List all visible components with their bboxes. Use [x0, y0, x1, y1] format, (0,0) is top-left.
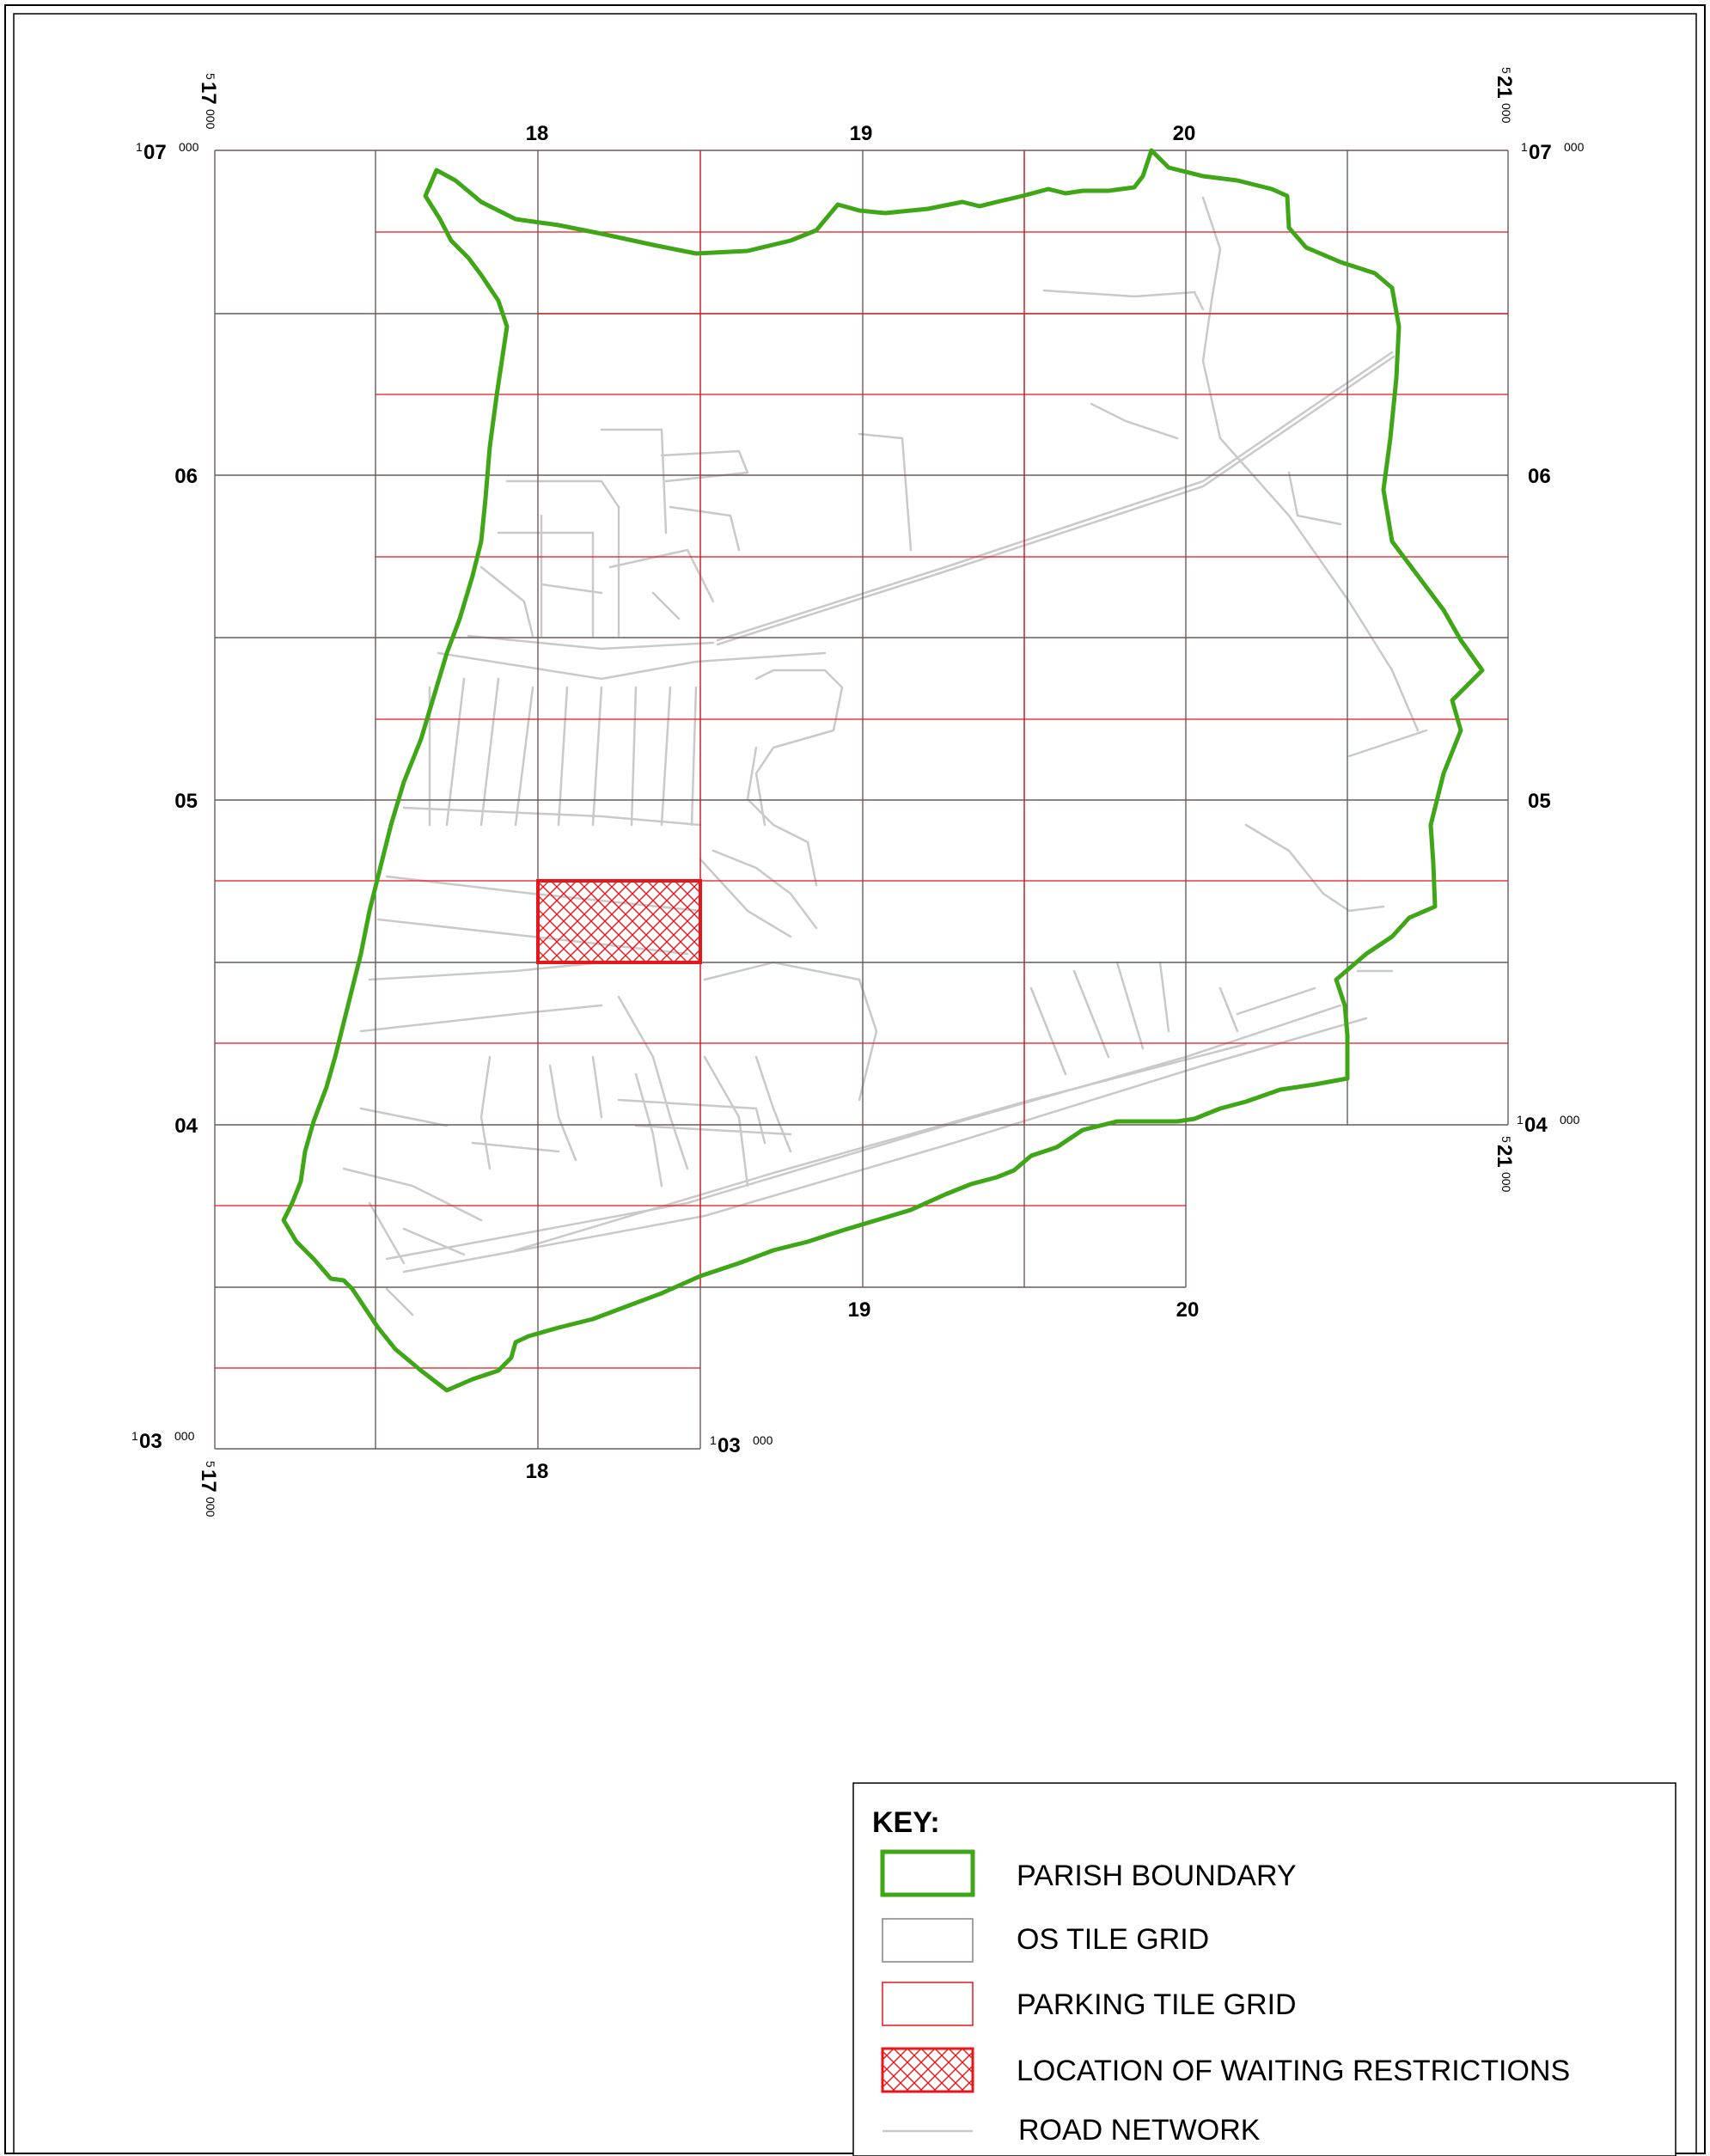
- key-symbol-waiting-restrictions: [881, 2047, 974, 2093]
- grid-label-left-04: 04: [174, 1115, 198, 1138]
- svg-text:03: 03: [718, 1434, 741, 1457]
- grid-label-top-18: 18: [526, 122, 549, 145]
- corner-label-top-right: 1 07 000: [1521, 140, 1585, 164]
- grid-label-bottom-18: 18: [526, 1460, 549, 1483]
- map-key: KEY: PARISH BOUNDARY OS TILE GRID PARKIN…: [852, 1782, 1676, 2156]
- parish-boundary: [281, 148, 1485, 1393]
- svg-text:000: 000: [1499, 1172, 1513, 1193]
- svg-text:5: 5: [1499, 67, 1513, 74]
- svg-text:000: 000: [204, 1497, 217, 1518]
- key-symbol-parking-tile-grid: [882, 1982, 974, 2026]
- grid-label-top-20: 20: [1173, 122, 1196, 145]
- bottom-grid-labels: 18 19 20: [526, 1298, 1200, 1483]
- svg-text:5: 5: [204, 1461, 217, 1468]
- svg-text:1: 1: [131, 1429, 138, 1443]
- svg-text:03: 03: [139, 1430, 162, 1453]
- right-grid-labels: 06 05: [1528, 465, 1551, 813]
- svg-text:1: 1: [1517, 1113, 1524, 1127]
- key-label-road-network: ROAD NETWORK: [1018, 2114, 1261, 2147]
- grid-label-left-06: 06: [174, 465, 198, 488]
- key-label-parking-tile-grid: PARKING TILE GRID: [1017, 1988, 1297, 2021]
- svg-text:1: 1: [136, 140, 143, 154]
- key-symbol-os-tile-grid: [882, 1918, 974, 1963]
- corner-label-bottom-left: 1 03 000: [131, 1429, 195, 1453]
- corner-label-bottom-right-vertical: 5 21 000: [1493, 1136, 1516, 1193]
- key-symbol-parish-boundary: [880, 1849, 975, 1897]
- svg-text:5: 5: [204, 73, 217, 80]
- key-label-os-tile-grid: OS TILE GRID: [1017, 1923, 1209, 1956]
- svg-text:1: 1: [710, 1433, 717, 1447]
- svg-text:21: 21: [1493, 1145, 1516, 1168]
- svg-text:000: 000: [753, 1433, 773, 1447]
- key-title: KEY:: [872, 1806, 940, 1839]
- corner-label-top-right-vertical: 5 21 000: [1493, 67, 1516, 124]
- top-grid-labels: 18 19 20: [526, 122, 1196, 145]
- corner-label-top-left: 1 07 000: [136, 140, 199, 164]
- svg-text:1: 1: [1521, 140, 1528, 154]
- corner-label-bottom-right: 1 04 000: [1517, 1113, 1580, 1137]
- svg-text:17: 17: [197, 82, 220, 105]
- grid-label-right-05: 05: [1528, 790, 1551, 813]
- svg-text:07: 07: [144, 141, 167, 164]
- svg-text:17: 17: [197, 1469, 220, 1493]
- left-grid-labels: 06 05 04: [174, 465, 198, 1138]
- key-label-waiting-restrictions: LOCATION OF WAITING RESTRICTIONS: [1017, 2055, 1570, 2087]
- svg-text:000: 000: [174, 1429, 195, 1443]
- svg-text:000: 000: [1499, 103, 1513, 124]
- grid-label-right-06: 06: [1528, 465, 1551, 488]
- grid-label-bottom-20: 20: [1176, 1298, 1200, 1322]
- corner-label-bottom-mid: 1 03 000: [710, 1433, 773, 1457]
- corner-label-top-left-vertical: 5 17 000: [197, 73, 220, 130]
- corner-label-bottom-left-vertical: 5 17 000: [197, 1461, 220, 1518]
- parking-tile-grid: [215, 150, 1508, 1369]
- svg-text:000: 000: [179, 140, 199, 154]
- svg-text:04: 04: [1524, 1114, 1548, 1137]
- grid-label-left-05: 05: [174, 790, 198, 813]
- svg-text:000: 000: [1564, 140, 1585, 154]
- road-network: [342, 196, 1428, 1316]
- grid-label-bottom-19: 19: [848, 1298, 871, 1322]
- grid-label-top-19: 19: [850, 122, 873, 145]
- key-frame: [852, 1782, 1676, 2156]
- svg-text:21: 21: [1493, 76, 1516, 99]
- svg-text:000: 000: [204, 109, 217, 130]
- svg-text:000: 000: [1560, 1113, 1580, 1127]
- key-label-parish-boundary: PARISH BOUNDARY: [1017, 1860, 1297, 1892]
- svg-text:5: 5: [1499, 1136, 1513, 1143]
- svg-text:07: 07: [1529, 141, 1552, 164]
- waiting-restrictions-area: [536, 879, 702, 964]
